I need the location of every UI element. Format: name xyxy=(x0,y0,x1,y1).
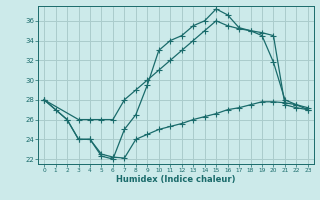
X-axis label: Humidex (Indice chaleur): Humidex (Indice chaleur) xyxy=(116,175,236,184)
